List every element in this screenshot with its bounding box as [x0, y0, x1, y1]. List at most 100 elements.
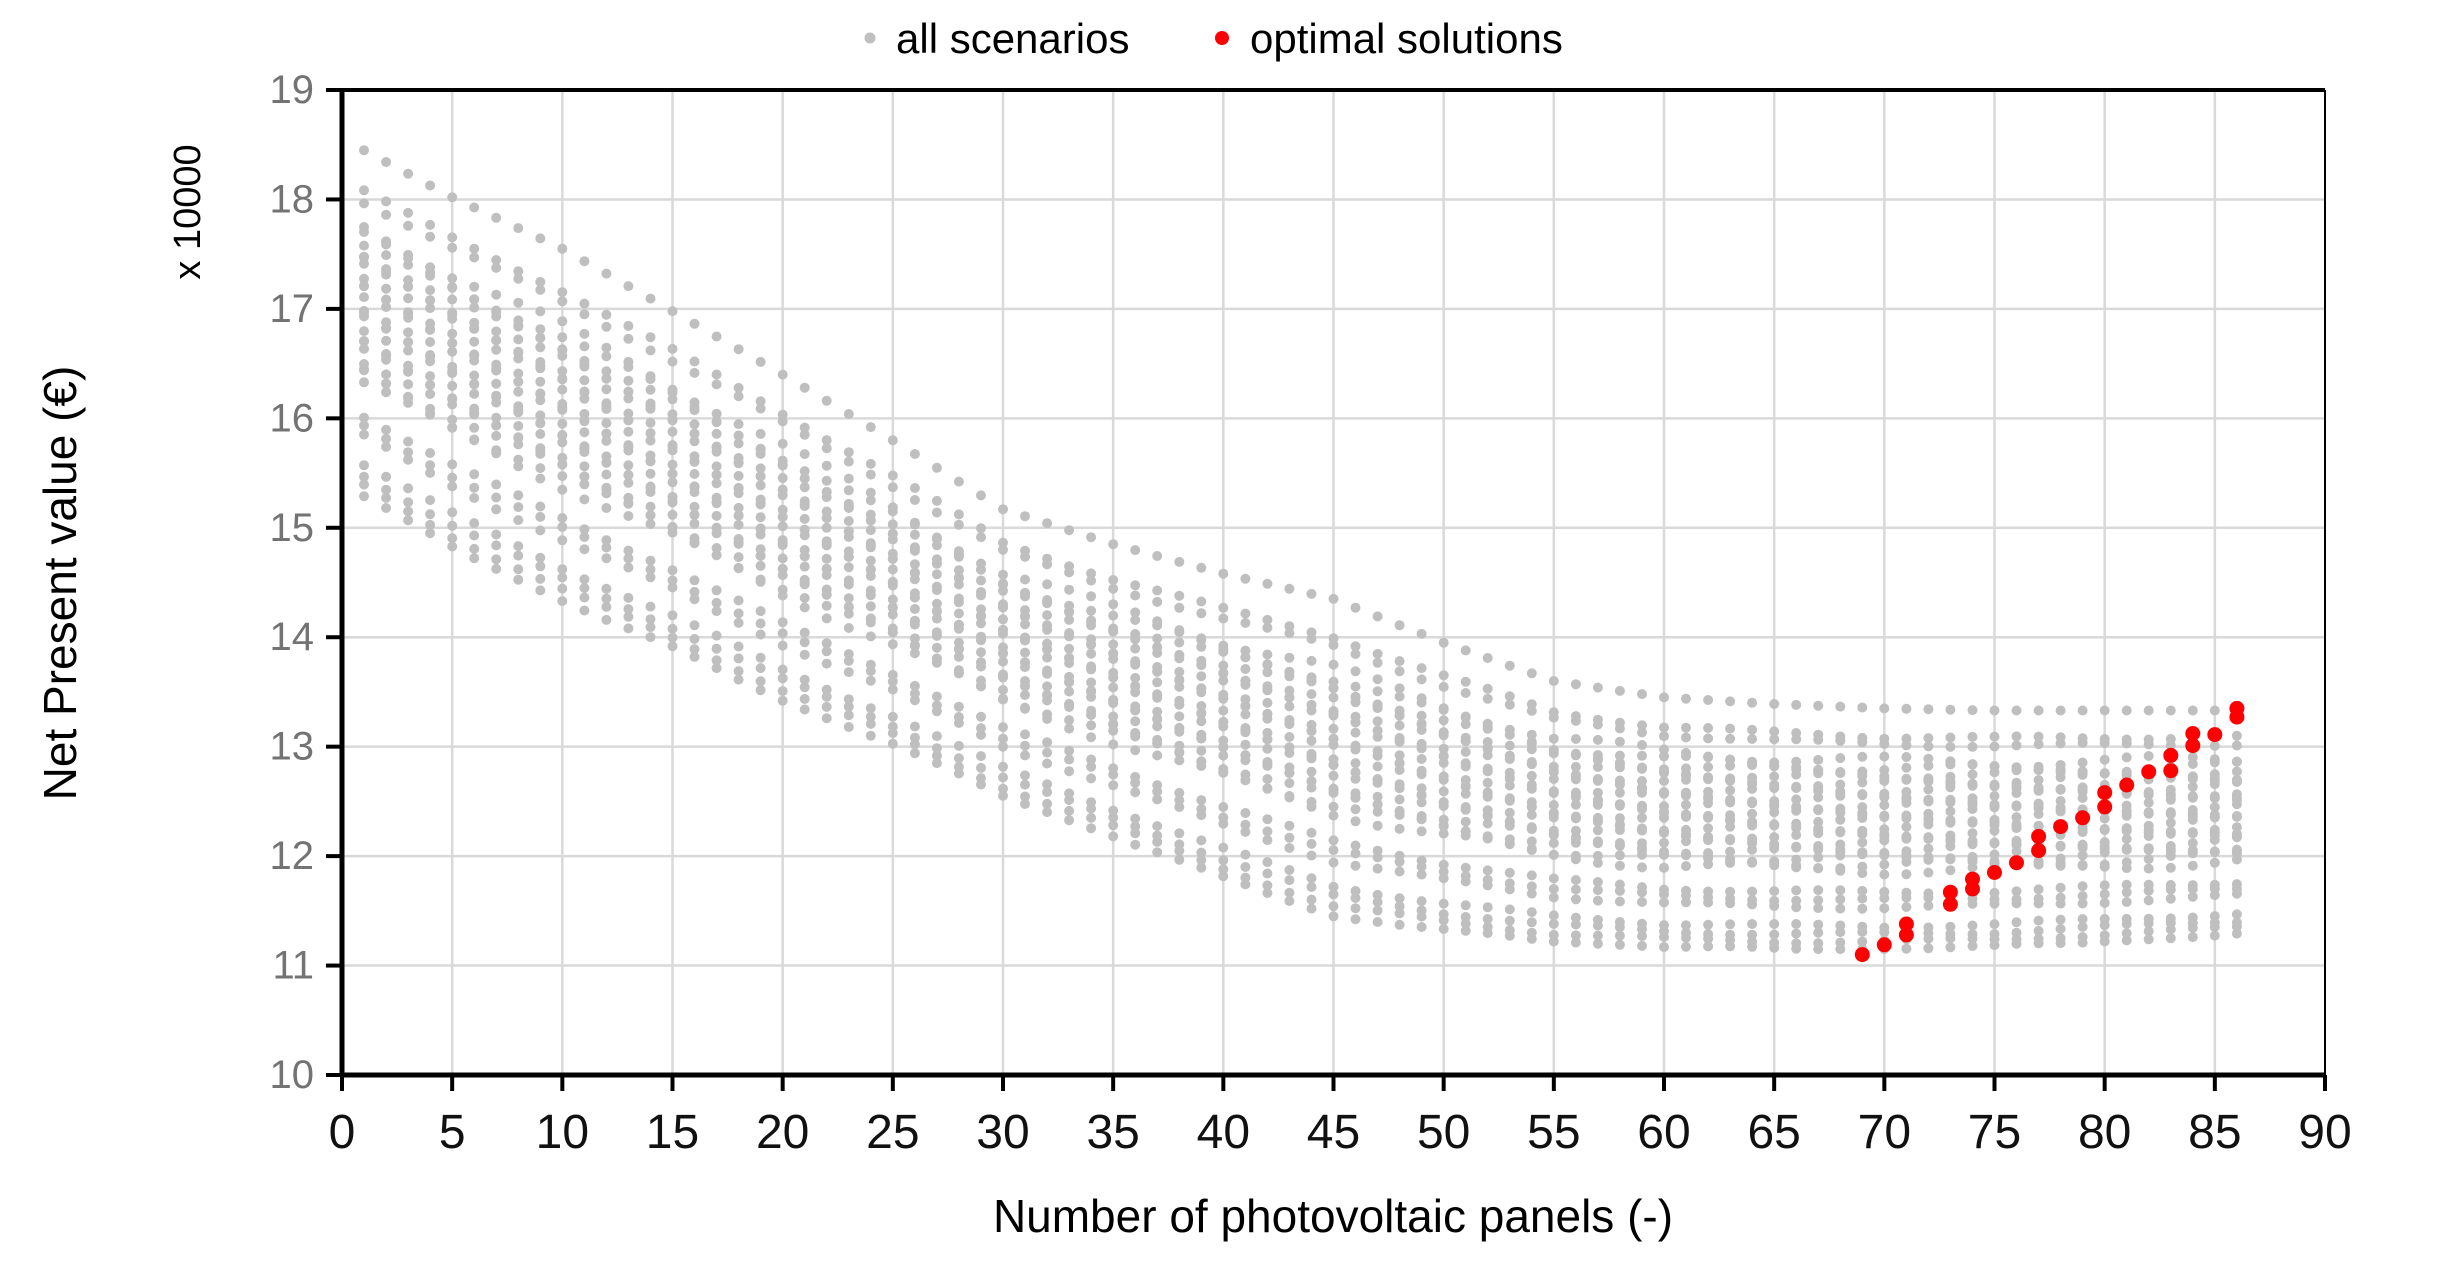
- scenario-dot: [1460, 862, 1471, 873]
- scenario-dot: [667, 384, 678, 395]
- scenario-dot: [909, 483, 920, 493]
- scenario-dot: [1174, 747, 1185, 758]
- scenario-dot: [1703, 762, 1714, 772]
- scenario-dot: [2077, 850, 2088, 861]
- scenario-dot: [865, 703, 876, 714]
- scenario-dot: [491, 305, 502, 316]
- scenario-dot: [1306, 796, 1317, 807]
- scenario-dot: [1637, 750, 1647, 761]
- scenario-dot: [843, 447, 854, 458]
- scenario-dot: [1703, 919, 1714, 930]
- scenario-dot: [1174, 755, 1185, 766]
- scenario-dot: [2187, 860, 2198, 871]
- scenario-dot: [1747, 895, 1758, 905]
- scenario-dot: [447, 273, 458, 284]
- scenario-dot: [1240, 573, 1251, 584]
- scenario-dot: [1747, 919, 1758, 929]
- scenario-dot: [1306, 699, 1317, 710]
- optimal-dot: [1942, 896, 1958, 912]
- scenario-dot: [1174, 625, 1185, 636]
- scenario-dot: [645, 481, 656, 492]
- scenario-dot: [1262, 757, 1273, 767]
- scenario-dot: [1637, 862, 1647, 873]
- scenario-dot: [1394, 705, 1405, 716]
- optimal-dot: [2075, 810, 2091, 826]
- scenario-dot: [2033, 925, 2044, 936]
- scenario-dot: [1064, 561, 1075, 572]
- scenario-dot: [998, 656, 1008, 667]
- scenario-dot: [777, 628, 788, 639]
- all-scenarios-legend-label: all scenarios: [896, 15, 1129, 62]
- scenario-dot: [1637, 931, 1647, 942]
- scenario-dot: [1350, 767, 1361, 778]
- scenario-dot: [1769, 832, 1780, 843]
- scenario-dot: [821, 564, 832, 574]
- scenario-dot: [1967, 769, 1978, 780]
- scenario-dot: [843, 649, 854, 660]
- scenario-dot: [2121, 800, 2132, 811]
- scenario-dot: [667, 468, 678, 479]
- x-tick-label: 80: [2078, 1106, 2131, 1159]
- scenario-dot: [2143, 934, 2154, 945]
- scenario-dot: [1064, 766, 1075, 777]
- scenario-dot: [1416, 674, 1427, 685]
- scenario-dot: [667, 306, 678, 317]
- scenario-dot: [733, 595, 744, 606]
- scenario-dot: [909, 588, 920, 599]
- scenario-dot: [953, 753, 964, 764]
- scenario-dot: [1504, 660, 1515, 671]
- scenario-dot: [1967, 816, 1978, 827]
- scenario-dot: [799, 482, 810, 493]
- scenario-dot: [887, 548, 898, 559]
- scenario-dot: [711, 663, 722, 674]
- axes: [326, 88, 2327, 1091]
- scenario-dot: [1526, 757, 1537, 767]
- scenario-dot: [535, 324, 546, 335]
- scenario-dot: [1130, 701, 1141, 712]
- scenario-dot: [976, 490, 986, 501]
- scenario-dot: [447, 361, 458, 372]
- scenario-dot: [689, 318, 700, 329]
- scenario-dot: [1681, 927, 1691, 938]
- y-tick-label: 16: [270, 396, 315, 440]
- scenario-dot: [1064, 671, 1075, 682]
- scenario-dot: [1791, 803, 1802, 814]
- scenario-dot: [755, 523, 766, 534]
- scenario-dot: [1042, 518, 1053, 529]
- scenario-dot: [1262, 649, 1273, 660]
- scenario-dot: [2209, 769, 2220, 780]
- scenario-dot: [976, 575, 986, 586]
- scenario-dot: [1879, 751, 1890, 762]
- scenario-dot: [689, 620, 700, 631]
- scenario-dot: [403, 454, 414, 465]
- scenario-dot: [1725, 696, 1736, 707]
- scenario-dot: [755, 560, 766, 571]
- scenario-dot: [403, 497, 414, 508]
- scenario-dot: [1438, 703, 1449, 714]
- scenario-dot: [1394, 750, 1405, 761]
- scenario-dot: [601, 268, 612, 279]
- scenario-dot: [1592, 850, 1603, 861]
- scenario-dot: [1350, 758, 1361, 769]
- scenario-dot: [1747, 796, 1758, 807]
- scenario-dot: [1460, 732, 1471, 743]
- scenario-dot: [469, 336, 480, 347]
- scenario-dot: [557, 522, 568, 532]
- scenario-dot: [535, 410, 546, 421]
- scenario-dot: [491, 289, 502, 300]
- scenario-dot: [557, 296, 568, 307]
- scenario-dot: [1614, 759, 1625, 770]
- scenario-dot: [447, 472, 458, 483]
- scenario-dot: [2187, 880, 2198, 891]
- scenario-dot: [513, 454, 524, 465]
- scenario-dot: [1482, 902, 1493, 913]
- scenario-dot: [887, 482, 898, 493]
- scenario-dot: [1570, 748, 1581, 759]
- scenario-dot: [2099, 768, 2110, 779]
- scenario-dot: [1174, 637, 1185, 648]
- scenario-dot: [777, 553, 788, 564]
- scenario-dot: [359, 145, 369, 156]
- scenario-dot: [1416, 896, 1427, 907]
- scenario-dot: [667, 409, 678, 420]
- scenario-dot: [733, 641, 744, 652]
